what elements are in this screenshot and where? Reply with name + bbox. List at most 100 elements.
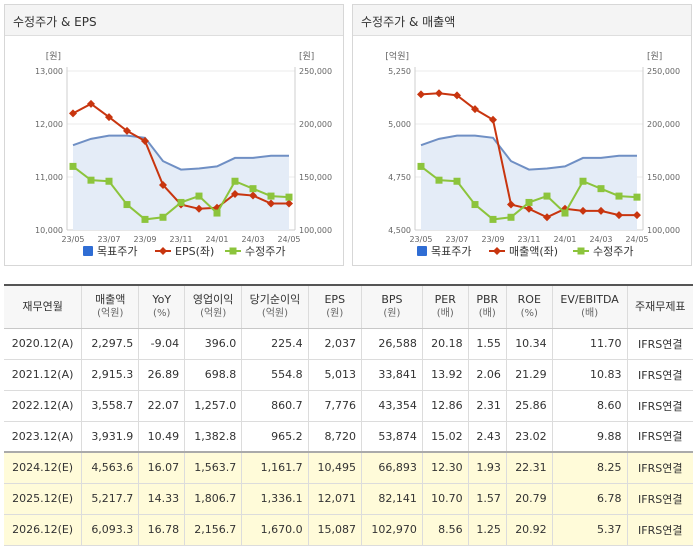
value-cell: 22.31 — [505, 452, 553, 483]
value-cell: 16.78 — [138, 514, 185, 545]
column-header-unit: (억원) — [97, 307, 124, 319]
eps-point — [285, 199, 293, 208]
revenue-chart: [억원] [원] 4,500 4,750 5,000 5,250 100,000 150,00… — [385, 50, 680, 258]
column-header-unit: (원) — [326, 307, 344, 319]
value-cell: 20.79 — [505, 483, 553, 514]
value-cell: 1,563.7 — [184, 452, 242, 483]
column-header-label: 주재무제표 — [634, 299, 686, 313]
value-cell: 8.56 — [421, 514, 469, 545]
right-tick-label: 250,000 — [647, 67, 680, 76]
column-header-unit: (배) — [581, 307, 599, 319]
adjusted-price-point — [561, 209, 569, 217]
value-cell: 2,297.5 — [81, 328, 139, 359]
right-tick-label: 100,000 — [647, 226, 680, 235]
adjusted-price-point — [543, 192, 551, 200]
value-cell: 14.33 — [138, 483, 185, 514]
eps-point — [159, 180, 167, 189]
adjusted-price-point — [195, 192, 203, 200]
column-header: 영업이익 (억원) — [184, 284, 242, 329]
period-cell: 2022.12(A) — [11, 399, 74, 412]
column-header: EPS (원) — [307, 284, 362, 329]
x-tick-label: 24/05 — [625, 235, 648, 244]
legend-target-swatch — [83, 246, 93, 256]
right-axis-unit: [원] — [647, 51, 662, 62]
value-cell: 1,382.8 — [184, 421, 242, 452]
revenue-point — [633, 211, 641, 220]
legend-line-marker — [493, 247, 501, 255]
column-header-label: BPS — [381, 292, 403, 306]
value-cell: -9.04 — [138, 328, 185, 359]
value-cell: 43,354 — [360, 390, 423, 421]
value-cell: 23.02 — [505, 421, 553, 452]
value-cell: 4,563.6 — [81, 452, 139, 483]
left-tick-label: 11,000 — [35, 173, 63, 182]
column-header-unit: (%) — [153, 307, 171, 319]
value-cell: 396.0 — [184, 328, 242, 359]
column-header-label: 재무연월 — [22, 299, 63, 313]
value-cell: 2.43 — [467, 421, 507, 452]
right-tick-label: 150,000 — [299, 173, 332, 182]
period-cell: 2020.12(A) — [11, 337, 74, 350]
right-tick-label: 100,000 — [299, 226, 332, 235]
target-price-line — [420, 134, 637, 171]
value-cell: 1,257.0 — [184, 390, 242, 421]
value-cell: 10.70 — [421, 483, 469, 514]
table-row: 2021.12(A) 2,915.3 26.89 698.8 554.8 5,013 33,… — [4, 359, 693, 390]
revenue-point — [525, 204, 533, 213]
right-tick-label: 200,000 — [647, 120, 680, 129]
value-cell: 5,217.7 — [81, 483, 139, 514]
financial-table: 재무연월 매출액 (억원) YoY (%) 영업이익 (억원) 당기순이익 (억원) EPS (원)… — [4, 284, 693, 546]
value-cell: 82,141 — [360, 483, 423, 514]
value-cell: 12.30 — [421, 452, 469, 483]
right-axis-unit: [원] — [299, 51, 314, 62]
value-cell: 15.02 — [421, 421, 469, 452]
value-cell: 5,013 — [307, 359, 362, 390]
value-cell: 2,156.7 — [184, 514, 242, 545]
adjusted-price-point — [159, 213, 167, 221]
adjusted-price-point — [507, 213, 515, 221]
x-tick-label: 24/01 — [205, 235, 228, 244]
adjusted-price-point — [105, 177, 113, 185]
table-body: 2020.12(A) 2,297.5 -9.04 396.0 225.4 2,037 26,… — [4, 328, 693, 545]
column-header-label: PER — [434, 292, 456, 306]
column-header-unit: (%) — [520, 307, 538, 319]
legend-adjusted-marker — [229, 247, 237, 255]
adjusted-price-point — [615, 192, 623, 200]
value-cell: 698.8 — [184, 359, 242, 390]
statement-type-cell: IFRS연결 — [626, 421, 693, 452]
revenue-point — [489, 115, 497, 124]
value-cell: 10,495 — [307, 452, 362, 483]
right-tick-label: 150,000 — [647, 173, 680, 182]
value-cell: 12,071 — [307, 483, 362, 514]
value-cell: 21.29 — [505, 359, 553, 390]
adjusted-price-point — [141, 215, 149, 223]
column-header-label: PBR — [476, 292, 499, 306]
x-tick-label: 23/11 — [517, 235, 540, 244]
value-cell: 8,720 — [307, 421, 362, 452]
period-cell: 2023.12(A) — [11, 429, 74, 443]
x-tick-label: 24/03 — [241, 235, 264, 244]
column-header: 주재무제표 — [626, 284, 693, 329]
statement-type-cell: IFRS연결 — [626, 390, 693, 421]
column-header-label: 영업이익 — [192, 292, 234, 306]
adjusted-price-point — [87, 176, 95, 184]
period-cell: 2024.12(E) — [12, 461, 74, 475]
legend-adjusted-marker — [577, 247, 585, 255]
value-cell: 1,161.7 — [241, 452, 309, 483]
legend-label: 목표주가 — [97, 245, 137, 258]
revenue-point — [597, 206, 605, 215]
eps-point — [123, 126, 131, 135]
adjusted-price-point — [525, 198, 533, 206]
revenue-point — [507, 200, 515, 209]
statement-type-cell: IFRS연결 — [626, 328, 693, 359]
value-cell: 8.60 — [551, 390, 628, 421]
value-cell: 554.8 — [241, 359, 309, 390]
period-cell: 2025.12(E) — [12, 492, 74, 505]
value-cell: 22.07 — [138, 390, 185, 421]
adjusted-price-point — [213, 209, 221, 217]
legend-label: 매출액(좌) — [509, 245, 558, 258]
legend-label: 수정주가 — [593, 245, 633, 258]
left-tick-label: 5,000 — [388, 120, 411, 129]
right-tick-label: 200,000 — [299, 120, 332, 129]
value-cell: 16.07 — [138, 452, 185, 483]
